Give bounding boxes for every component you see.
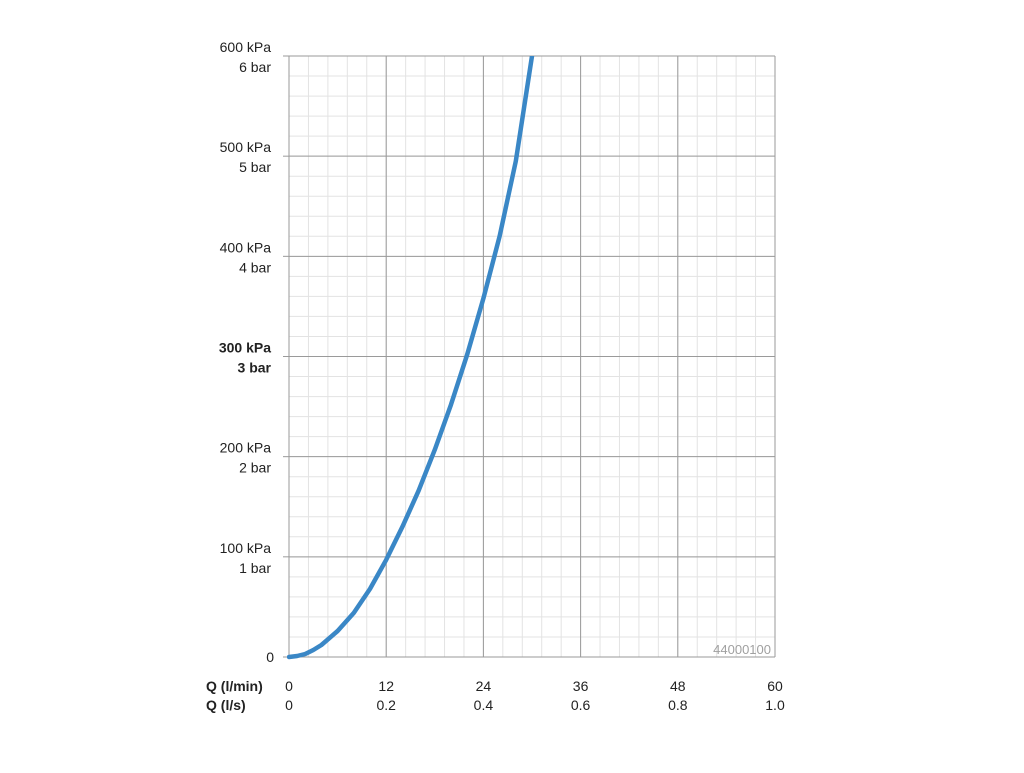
y-tick-label-kpa: 400 kPa [220, 239, 272, 255]
y-tick-label-bar: 3 bar [238, 360, 272, 376]
series-curve [287, 56, 535, 660]
y-tick-label-bar: 6 bar [239, 59, 271, 75]
x-tick-label-primary: 60 [767, 678, 783, 694]
x-tick-label-primary: 48 [670, 678, 686, 694]
x-tick-label-primary: 24 [476, 678, 492, 694]
x-axis-label-secondary: Q (l/s) [206, 697, 246, 713]
x-tick-label-primary: 0 [285, 678, 293, 694]
x-tick-label-secondary: 0.4 [474, 697, 494, 713]
y-tick-label-kpa: 200 kPa [220, 440, 272, 456]
x-tick-label-primary: 36 [573, 678, 589, 694]
x-tick-label-secondary: 0.2 [376, 697, 396, 713]
y-tick-label-kpa: 0 [266, 649, 274, 665]
y-tick-label-bar: 2 bar [239, 460, 271, 476]
y-tick-label-kpa: 500 kPa [220, 139, 272, 155]
series-layer [287, 56, 535, 660]
y-tick-labels: 0 100 kPa 1 bar 200 kPa 2 bar 300 kPa 3 bar 400… [219, 39, 274, 665]
y-tick-label-bar: 1 bar [239, 560, 271, 576]
x-tick-label-secondary: 0.8 [668, 697, 688, 713]
x-axis-label-primary: Q (l/min) [206, 678, 263, 694]
major-grid [283, 55, 776, 658]
y-tick-label-kpa: 600 kPa [220, 39, 272, 55]
x-tick-label-secondary: 0 [285, 697, 293, 713]
x-tick-label-primary: 12 [378, 678, 394, 694]
chart-annotation: 44000100 [713, 642, 771, 657]
y-tick-label-kpa: 300 kPa [219, 340, 271, 356]
x-tick-label-secondary: 1.0 [765, 697, 785, 713]
y-tick-label-kpa: 100 kPa [220, 540, 272, 556]
x-tick-labels: 0 0 12 0.2 24 0.4 36 0.6 48 0.8 60 1.0 [285, 678, 785, 713]
x-tick-label-secondary: 0.6 [571, 697, 591, 713]
y-tick-label-bar: 4 bar [239, 259, 271, 275]
y-tick-label-bar: 5 bar [239, 159, 271, 175]
